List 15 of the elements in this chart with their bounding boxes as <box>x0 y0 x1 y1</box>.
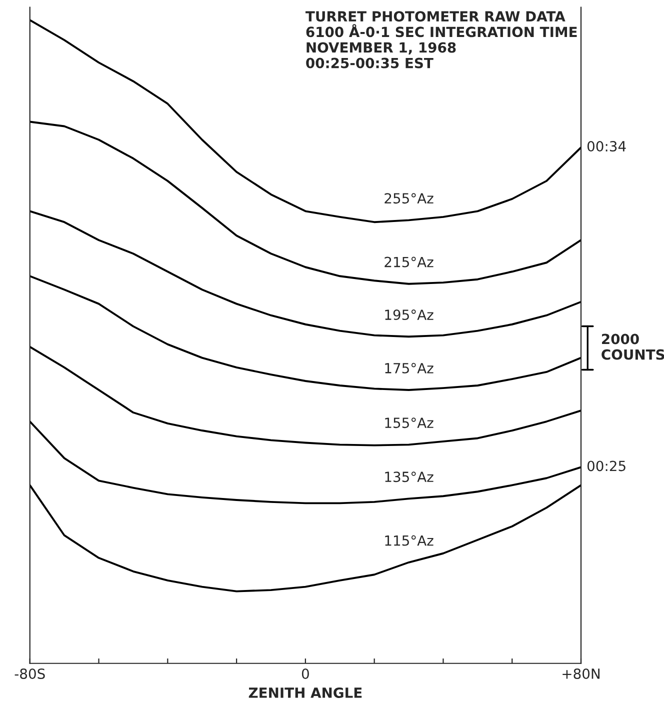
series-label: 115°Az <box>385 535 434 546</box>
series-label: 195°Az <box>385 310 434 320</box>
text: TURRET PHOTOMETER RAW DATA 6100 Å-0·1 SEC INTEGRATION TIME NOVEMBER 1, 1968 00:25-00:35 EST <box>306 11 577 68</box>
annotation: 00:25 <box>587 460 626 472</box>
text: 2000 COUNTS <box>602 334 664 360</box>
annotation: 00:34 <box>587 141 626 152</box>
series-label: 215°Az <box>384 256 434 268</box>
x-tick-label: -80S <box>14 668 45 679</box>
series-label: 255°Az <box>384 193 434 204</box>
x-tick-label: +80N <box>562 668 600 679</box>
x-axis-title: ZENITH ANGLE <box>248 687 362 698</box>
series-label: 155°Az <box>385 418 434 428</box>
series-label: 135°Az <box>385 472 434 482</box>
series-label: 175°Az <box>385 362 434 374</box>
x-tick-label: 0 <box>302 668 309 679</box>
